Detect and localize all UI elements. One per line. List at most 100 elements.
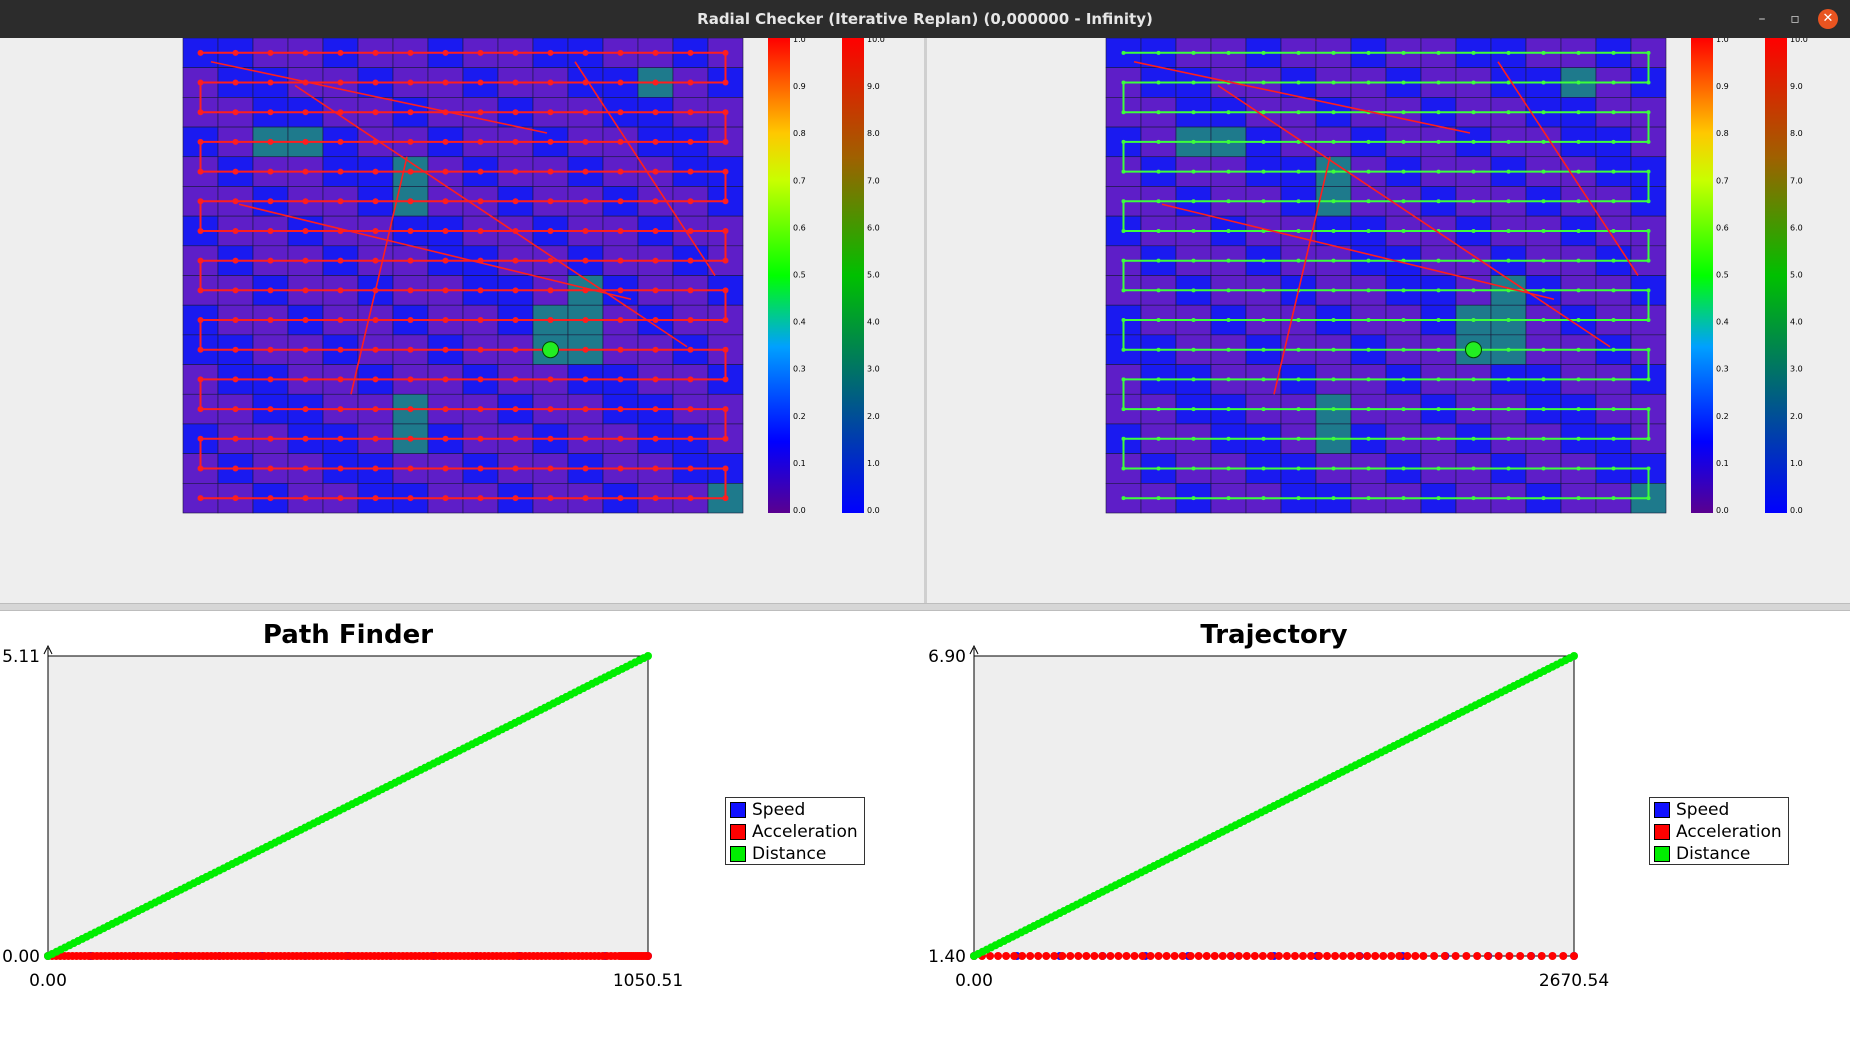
route-node <box>547 257 554 264</box>
data-point <box>644 652 652 660</box>
route-node <box>1471 169 1476 174</box>
route-node <box>442 317 449 324</box>
route-node <box>407 257 414 264</box>
route-node <box>1191 258 1196 263</box>
vertical-splitter[interactable] <box>924 38 927 603</box>
route-node <box>1401 347 1406 352</box>
route-node <box>1331 199 1336 204</box>
route-node <box>477 198 484 205</box>
data-point <box>1066 952 1075 960</box>
route-node <box>687 435 694 442</box>
route-node <box>547 287 554 294</box>
data-point <box>1250 952 1259 960</box>
legend-item-acceleration: Acceleration <box>730 822 858 842</box>
y-axis-arrow <box>969 644 979 655</box>
route-node <box>1191 199 1196 204</box>
route-node <box>1191 347 1196 352</box>
route-node <box>1366 169 1371 174</box>
route-node <box>1226 318 1231 323</box>
route-node <box>1471 496 1476 501</box>
route-node <box>617 79 624 86</box>
legend-item-distance: Distance <box>1654 844 1750 864</box>
route-node <box>1121 50 1126 55</box>
minimize-button[interactable]: – <box>1758 11 1766 27</box>
data-point <box>1274 952 1283 960</box>
route-node <box>232 109 239 116</box>
route-node <box>1331 496 1336 501</box>
route-node <box>337 257 344 264</box>
speed-tick-label: 4.0 <box>867 318 880 327</box>
chart-title: Trajectory <box>1200 620 1347 650</box>
route-node <box>1296 228 1301 233</box>
data-point <box>1570 952 1578 960</box>
route-node <box>512 109 519 116</box>
route-node <box>1506 139 1511 144</box>
route-node <box>1261 288 1266 293</box>
probability-tick-label: 0.1 <box>793 459 806 468</box>
route-node <box>1156 377 1161 382</box>
path-finder-grid-map[interactable]: 1.0 0.9 0.8 0.7 0.6 0.5 0.4 0.3 0.2 0.1 0.0 10.0 9.0… <box>0 35 924 603</box>
route-node <box>372 346 379 353</box>
data-point <box>1202 952 1211 960</box>
route-node <box>687 465 694 472</box>
route-line <box>1122 51 1650 500</box>
maximize-button[interactable]: ▫ <box>1790 11 1800 27</box>
route-node <box>337 109 344 116</box>
route-node <box>722 198 729 205</box>
route-node <box>1576 436 1581 441</box>
data-point <box>1098 952 1107 960</box>
route-node <box>582 376 589 383</box>
route-node <box>1506 110 1511 115</box>
route-node <box>1401 80 1406 85</box>
replan-segment <box>1133 60 1471 134</box>
route-node <box>617 406 624 413</box>
route-node <box>267 376 274 383</box>
route-node <box>1436 258 1441 263</box>
route-node <box>1471 318 1476 323</box>
route-node <box>687 257 694 264</box>
route-node <box>1576 377 1581 382</box>
route-node <box>1261 496 1266 501</box>
probability-colorbar <box>768 38 790 513</box>
route-node <box>232 257 239 264</box>
route-node <box>267 435 274 442</box>
route-node <box>547 376 554 383</box>
route-node <box>1541 496 1546 501</box>
route-node <box>1296 199 1301 204</box>
data-point <box>1440 952 1449 960</box>
route-node <box>582 49 589 56</box>
data-point <box>1516 952 1525 960</box>
route-node <box>232 79 239 86</box>
route-node <box>687 109 694 116</box>
route-node <box>1121 110 1126 115</box>
route-node <box>1506 318 1511 323</box>
route-node <box>1436 199 1441 204</box>
route-node <box>1611 466 1616 471</box>
route-node <box>1611 347 1616 352</box>
route-node <box>652 168 659 175</box>
route-node <box>512 168 519 175</box>
path-finder-route <box>197 49 729 502</box>
route-node <box>652 346 659 353</box>
speed-tick-label: 3.0 <box>1790 365 1803 374</box>
route-node <box>197 495 204 502</box>
route-node <box>617 198 624 205</box>
route-node <box>1121 139 1126 144</box>
horizontal-splitter[interactable] <box>0 603 1850 611</box>
data-point <box>1371 952 1380 960</box>
series-acceleration <box>970 952 1578 960</box>
route-node <box>1191 110 1196 115</box>
route-node <box>1576 496 1581 501</box>
route-node <box>1541 407 1546 412</box>
route-node <box>1611 318 1616 323</box>
route-node <box>547 79 554 86</box>
probability-tick-label: 0.9 <box>1716 82 1729 91</box>
probability-tick-label: 0.4 <box>1716 318 1729 327</box>
close-button[interactable]: ✕ <box>1818 9 1838 29</box>
route-node <box>1436 407 1441 412</box>
data-point <box>1570 652 1578 660</box>
route-node <box>652 227 659 234</box>
route-node <box>302 49 309 56</box>
trajectory-grid-map[interactable]: 1.0 0.9 0.8 0.7 0.6 0.5 0.4 0.3 0.2 0.1 0.0 10.0 9.0… <box>927 35 1850 603</box>
route-node <box>1261 466 1266 471</box>
